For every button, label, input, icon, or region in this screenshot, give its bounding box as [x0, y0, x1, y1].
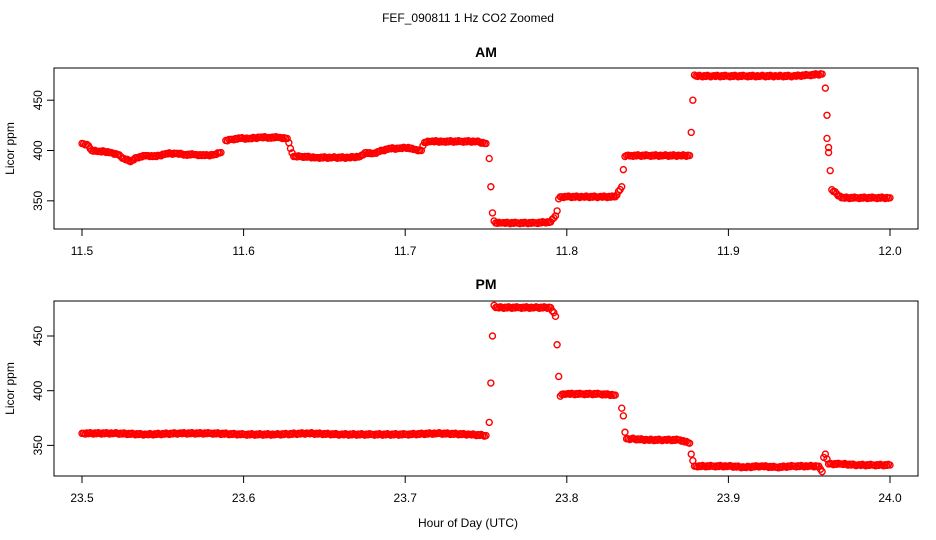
data-point	[482, 139, 490, 148]
y-tick-label: 400	[31, 380, 45, 400]
data-point	[551, 312, 560, 321]
data-point	[619, 412, 628, 420]
data-point	[611, 193, 619, 201]
data-point	[815, 71, 823, 79]
data-point	[821, 84, 830, 92]
data-point	[553, 341, 561, 349]
x-tick-label: 23.7	[394, 491, 418, 505]
data-point	[351, 153, 359, 162]
data-point	[685, 439, 694, 447]
x-tick-label: 11.8	[556, 244, 579, 258]
data-point	[553, 207, 561, 215]
y-tick-label: 450	[31, 326, 45, 346]
data-point	[823, 111, 831, 119]
y-tick-label: 350	[31, 435, 45, 455]
data-point	[824, 148, 833, 157]
data-points	[78, 301, 894, 476]
data-point	[109, 149, 117, 157]
x-tick-label: 11.5	[71, 244, 94, 258]
x-tick-label: 23.6	[232, 491, 256, 505]
plot-frame	[53, 67, 919, 230]
data-point	[205, 152, 214, 160]
data-point	[217, 148, 225, 157]
y-axis-label: Licor ppm	[3, 122, 17, 175]
data-point	[485, 418, 493, 427]
plot-frame	[53, 300, 919, 477]
x-tick-label: 23.8	[555, 491, 579, 505]
x-tick-label: 11.6	[232, 244, 255, 258]
data-point	[685, 151, 694, 160]
data-point	[485, 154, 493, 163]
data-point	[611, 391, 619, 399]
data-point	[152, 152, 161, 161]
data-point	[818, 467, 826, 476]
data-point	[621, 428, 629, 436]
data-point	[824, 143, 833, 152]
y-tick-label: 350	[31, 190, 45, 210]
y-axis-label: Licor ppm	[3, 362, 17, 415]
data-point	[375, 147, 384, 156]
data-points	[78, 70, 894, 228]
data-point	[550, 308, 558, 317]
data-point	[548, 307, 556, 315]
x-tick-label: 24.0	[878, 491, 902, 505]
figure-title: FEF_090811 1 Hz CO2 Zoomed	[382, 11, 554, 25]
data-point	[886, 194, 894, 202]
chart-panel-pm: PM Licor ppm 23.5 23.6 23.7 23.8 23.9 24.0 350 40…	[3, 276, 919, 505]
data-point	[613, 191, 621, 199]
y-tick-label: 400	[31, 140, 45, 160]
data-point	[618, 404, 626, 412]
data-point	[687, 128, 695, 137]
data-point	[618, 183, 626, 191]
data-point	[422, 138, 430, 147]
data-point	[619, 165, 628, 174]
x-tick-label: 23.9	[717, 491, 741, 505]
x-axis-label: Hour of Day (UTC)	[418, 516, 518, 530]
panel-title: PM	[476, 276, 497, 292]
chart-panel-am: AM Licor ppm 11.5 11.6 11.7 11.8 11.9 12.0 350 40…	[3, 44, 919, 258]
data-point	[823, 134, 831, 143]
data-point	[555, 372, 563, 381]
data-point	[488, 209, 497, 217]
panel-title: AM	[475, 44, 497, 60]
data-point	[482, 431, 490, 440]
data-point	[417, 146, 426, 155]
data-point	[286, 144, 295, 153]
data-point	[818, 70, 826, 78]
x-tick-label: 12.0	[878, 244, 902, 258]
data-point	[689, 96, 697, 104]
data-point	[826, 166, 834, 175]
x-tick-label: 23.5	[70, 491, 94, 505]
data-point	[247, 134, 256, 143]
data-point	[487, 379, 495, 387]
data-point	[886, 461, 894, 469]
x-tick-label: 11.7	[394, 244, 417, 258]
data-point	[687, 450, 695, 458]
data-point	[487, 183, 495, 191]
data-point	[488, 332, 497, 340]
data-point	[283, 134, 291, 143]
y-tick-label: 450	[31, 90, 45, 110]
x-tick-label: 11.9	[717, 244, 740, 258]
